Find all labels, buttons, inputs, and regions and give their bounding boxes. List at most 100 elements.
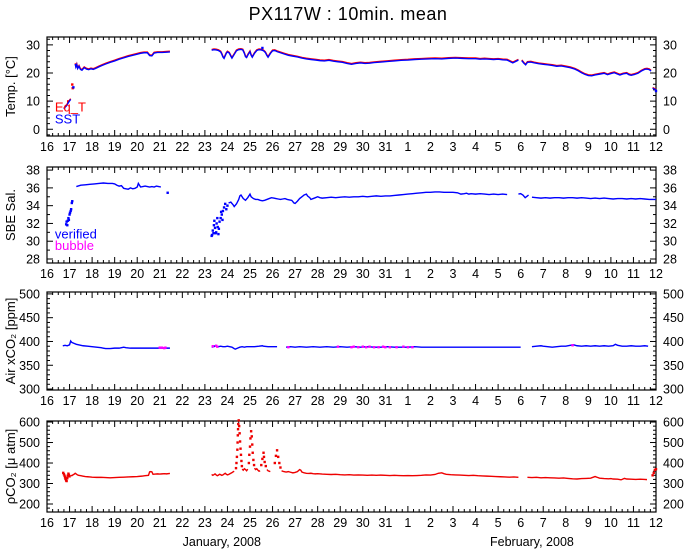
series-dot-pco2-dots xyxy=(248,445,252,448)
y-tick-label-left: 200 xyxy=(19,498,40,512)
y-tick-label-left: 30 xyxy=(26,235,40,249)
x-tick-label: 19 xyxy=(108,516,122,530)
series-dot-verified-scatter xyxy=(68,213,71,216)
x-tick-label: 17 xyxy=(63,140,77,154)
series-dot-pco2-dots xyxy=(276,455,280,459)
x-tick-label: 25 xyxy=(243,267,257,281)
series-dot-verified-scatter xyxy=(69,209,72,213)
y-tick-label-left: 400 xyxy=(19,457,40,471)
x-tick-label: 10 xyxy=(604,140,618,154)
x-tick-label: 27 xyxy=(288,516,302,530)
x-tick-label: 11 xyxy=(627,140,640,154)
x-tick-label: 16 xyxy=(40,394,54,408)
x-tick-label: 4 xyxy=(472,394,479,408)
series-line-air-verified xyxy=(531,343,649,348)
series-dot-pco2-dots xyxy=(239,447,242,450)
y-tick-label-right: 38 xyxy=(663,164,677,178)
y-tick-label-right: 600 xyxy=(663,416,684,430)
series-dot-pco2-dots xyxy=(63,476,67,479)
month-label: February, 2008 xyxy=(490,535,574,549)
x-tick-label: 30 xyxy=(356,394,370,408)
y-tick-label-right: 30 xyxy=(663,235,677,249)
x-tick-label: 28 xyxy=(311,140,325,154)
x-tick-label: 25 xyxy=(243,140,257,154)
series-dot-pco2-dots xyxy=(67,472,70,475)
y-tick-label-left: 34 xyxy=(26,199,40,213)
y-tick-label-right: 500 xyxy=(663,287,684,301)
y-tick-label-right: 34 xyxy=(663,199,677,213)
x-tick-label: 2 xyxy=(427,140,434,154)
series-dot-air-bubble xyxy=(164,346,167,349)
series-dot-pco2-dots xyxy=(247,461,251,465)
x-tick-label: 26 xyxy=(266,394,280,408)
series-dot-verified-scatter xyxy=(212,232,215,235)
y-tick-label-right: 10 xyxy=(663,95,677,109)
series-dot-pco2-dots xyxy=(62,471,65,475)
y-tick-label-left: 28 xyxy=(26,253,40,267)
series-dot-verified-scatter xyxy=(222,206,226,209)
y-tick-label-left: 500 xyxy=(19,436,40,450)
x-tick-label: 19 xyxy=(108,140,122,154)
series-line-SST xyxy=(652,87,657,91)
x-tick-label: 4 xyxy=(472,516,479,530)
series-dot-verified-scatter xyxy=(211,229,214,232)
series-dot-pco2-dots xyxy=(251,451,254,454)
y-tick-label-right: 450 xyxy=(663,311,684,325)
x-tick-label: 7 xyxy=(540,267,547,281)
series-dot-pco2-dots xyxy=(236,427,240,431)
series-dot-pco2-dots xyxy=(234,466,238,470)
series-line-verified xyxy=(531,196,656,201)
y-tick-label-right: 32 xyxy=(663,217,677,231)
x-tick-label: 5 xyxy=(495,267,502,281)
x-tick-label: 24 xyxy=(220,267,234,281)
series-dot-pco2-dots xyxy=(654,467,658,471)
series-dot-pco2-dots xyxy=(64,477,67,481)
series-dot-air-bubble xyxy=(216,345,219,348)
y-tick-label-left: 32 xyxy=(26,217,40,231)
series-dot-pco2-dots xyxy=(249,430,253,433)
series-dot-verified-scatter xyxy=(69,208,73,211)
x-tick-label: 28 xyxy=(311,394,325,408)
series-dot-verified-scatter xyxy=(217,232,220,236)
legend-SST: SST xyxy=(55,112,80,127)
series-dot-pco2-dots xyxy=(240,464,244,468)
series-dot-verified-scatter xyxy=(213,226,217,230)
x-tick-label: 10 xyxy=(604,394,618,408)
series-line-Eq_T xyxy=(74,50,170,71)
series-dot-verified-scatter xyxy=(225,208,228,211)
series-dot-verified-scatter xyxy=(166,191,169,194)
series-dot-air-bubble xyxy=(350,345,353,349)
x-tick-label: 20 xyxy=(130,516,144,530)
x-tick-label: 3 xyxy=(450,516,457,530)
x-tick-label: 22 xyxy=(175,516,189,530)
y-tick-label-right: 36 xyxy=(663,181,677,195)
series-dot-pco2-dots xyxy=(240,459,243,463)
x-tick-label: 17 xyxy=(63,516,77,530)
y-tick-label-right: 300 xyxy=(663,477,684,491)
x-tick-label: 26 xyxy=(266,516,280,530)
x-tick-label: 23 xyxy=(198,267,212,281)
x-tick-label: 24 xyxy=(220,394,234,408)
y-tick-label-right: 0 xyxy=(663,123,670,137)
series-dot-pco2-dots xyxy=(279,466,282,469)
series-dot-air-bubble xyxy=(211,345,214,348)
x-tick-label: 12 xyxy=(649,394,663,408)
series-dot-pco2-dots xyxy=(235,461,238,465)
x-tick-label: 21 xyxy=(153,267,167,281)
x-tick-label: 8 xyxy=(562,516,569,530)
series-dot-air-bubble xyxy=(406,345,410,349)
series-dot-pco2-dots xyxy=(252,458,255,462)
series-dot-air-bubble xyxy=(372,345,376,349)
series-line-pco2-line xyxy=(281,468,519,479)
series-dot-pco2-dots xyxy=(260,463,263,467)
series-dot-pco2-dots xyxy=(262,451,265,454)
series-dot-pco2-dots xyxy=(275,449,279,452)
x-tick-label: 23 xyxy=(198,516,212,530)
y-tick-label-right: 350 xyxy=(663,359,684,373)
series-line-verified xyxy=(518,192,529,199)
x-tick-label: 29 xyxy=(333,516,347,530)
series-line-SST xyxy=(211,48,519,65)
x-tick-label: 16 xyxy=(40,516,54,530)
y-tick-label-left: 450 xyxy=(19,311,40,325)
